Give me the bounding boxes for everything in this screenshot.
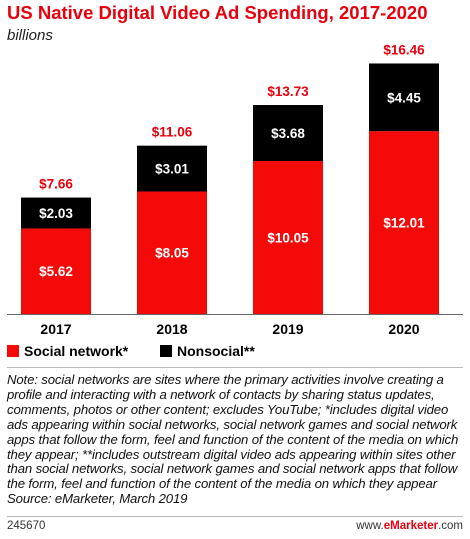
data-label-nonsocial-2018: $3.01: [155, 162, 189, 177]
divider-bottom: [7, 516, 463, 517]
total-label-2020: $16.46: [383, 42, 425, 57]
data-label-social-2017: $5.62: [39, 264, 73, 279]
footer: 245670 www.eMarketer.com: [7, 520, 463, 532]
bar-chart: $5.62 $2.03 $7.66 2017 $8.05 $3.01 $11.06 2018 $…: [7, 42, 463, 337]
bar-social-2017: [21, 228, 91, 314]
data-label-social-2020: $12.01: [383, 216, 425, 231]
brand-link[interactable]: www.eMarketer.com: [356, 520, 463, 532]
data-label-nonsocial-2017: $2.03: [39, 206, 73, 221]
legend-swatch-nonsocial: [160, 345, 172, 357]
data-label-nonsocial-2019: $3.68: [271, 126, 305, 141]
bar-nonsocial-2018: [137, 145, 207, 192]
chart-title: US Native Digital Video Ad Spending, 201…: [7, 2, 428, 23]
bar-nonsocial-2017: [21, 197, 91, 229]
bar-social-2019: [253, 161, 323, 314]
total-label-2017: $7.66: [39, 177, 73, 192]
bar-nonsocial-2020: [369, 63, 439, 132]
data-label-social-2018: $8.05: [155, 246, 189, 261]
brand-suffix: .com: [438, 520, 463, 532]
total-label-2018: $11.06: [152, 125, 193, 140]
brand-prefix: www.: [356, 520, 384, 532]
chart-subtitle: billions: [7, 27, 53, 44]
data-label-social-2019: $10.05: [267, 231, 309, 246]
data-label-nonsocial-2020: $4.45: [387, 90, 421, 105]
total-label-2019: $13.73: [267, 84, 309, 99]
source-text: Source: eMarketer, March 2019: [7, 491, 188, 507]
x-tick-label-2017: 2017: [40, 321, 71, 337]
x-tick-label-2018: 2018: [156, 321, 187, 337]
bar-social-2020: [369, 131, 439, 314]
legend-label-social: Social network*: [24, 343, 129, 359]
chart-note: Note: social networks are sites where th…: [7, 372, 467, 507]
brand-name: eMarketer: [383, 520, 439, 532]
chart-id: 245670: [7, 520, 46, 532]
bar-nonsocial-2019: [253, 105, 323, 162]
note-text: Note: social networks are sites where th…: [7, 372, 459, 492]
bar-social-2018: [137, 191, 207, 314]
legend-item-social: Social network*: [7, 343, 128, 359]
legend-swatch-social: [7, 345, 19, 357]
x-tick-label-2019: 2019: [272, 321, 303, 337]
x-tick-label-2020: 2020: [388, 321, 419, 337]
divider-top: [7, 367, 463, 368]
legend-label-nonsocial: Nonsocial**: [177, 343, 255, 359]
legend-item-nonsocial: Nonsocial**: [160, 343, 255, 359]
